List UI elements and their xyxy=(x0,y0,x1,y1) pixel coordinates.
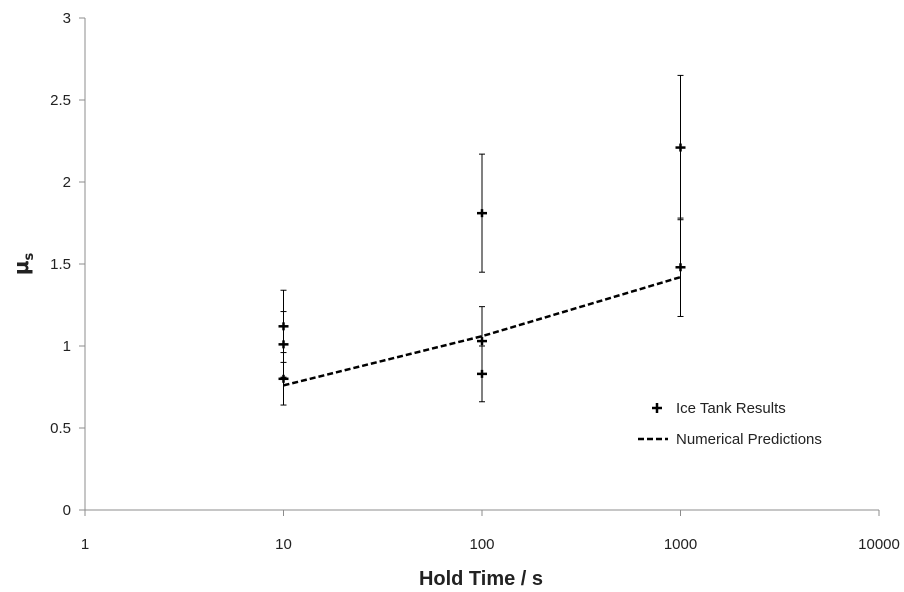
y-axis-title-main: μ xyxy=(9,260,33,275)
legend-label-ice-tank: Ice Tank Results xyxy=(676,400,786,417)
error-bars xyxy=(280,74,684,406)
data-point xyxy=(477,369,487,378)
data-point xyxy=(477,209,487,218)
data-point xyxy=(675,263,686,272)
y-tick-label: 3 xyxy=(63,10,71,27)
data-point xyxy=(477,337,487,346)
y-axis-title: μs xyxy=(9,253,37,276)
prediction-line xyxy=(283,275,681,387)
y-axis-title-subscript: s xyxy=(22,253,37,261)
legend-label-numerical: Numerical Predictions xyxy=(676,431,822,448)
x-tick-label: 10000 xyxy=(858,536,900,553)
prediction-line-group xyxy=(283,275,681,387)
data-point xyxy=(278,322,289,331)
y-tick-label: 0 xyxy=(63,502,71,519)
y-tick-label: 1.5 xyxy=(50,256,71,273)
y-tick-label: 1 xyxy=(63,338,71,355)
y-tick-label: 2.5 xyxy=(50,92,71,109)
legend-marker-ice-tank xyxy=(652,403,662,413)
x-axis-title: Hold Time / s xyxy=(419,568,543,590)
data-points xyxy=(278,143,686,383)
y-tick-label: 0.5 xyxy=(50,420,71,437)
data-point xyxy=(278,374,289,383)
legend: Ice Tank Results Numerical Predictions xyxy=(638,400,822,448)
tick-labels: 0 0.5 1 1.5 2 2.5 3 1 10 100 1000 10000 xyxy=(50,10,900,553)
x-tick-label: 1 xyxy=(81,536,89,553)
data-point xyxy=(675,143,686,152)
x-tick-label: 1000 xyxy=(664,536,697,553)
x-tick-label: 100 xyxy=(469,536,494,553)
axes xyxy=(79,17,880,516)
data-point xyxy=(278,340,289,349)
y-tick-label: 2 xyxy=(63,174,71,191)
x-tick-label: 10 xyxy=(275,536,292,553)
